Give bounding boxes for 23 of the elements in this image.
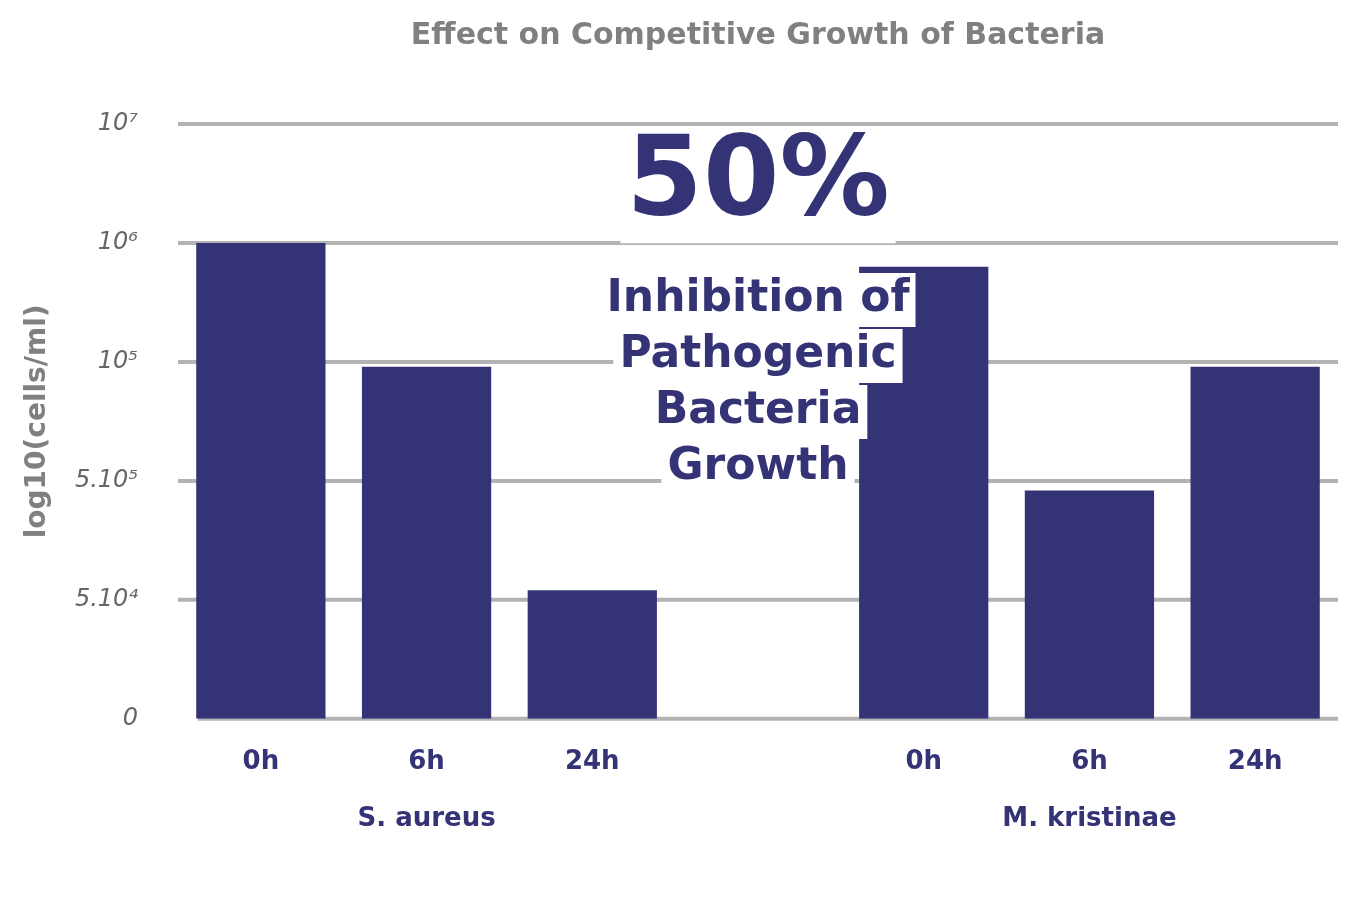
bar bbox=[196, 242, 326, 719]
bar bbox=[1190, 366, 1320, 719]
text: 5.10⁵ bbox=[74, 465, 138, 494]
text: 5.10⁴ bbox=[74, 584, 139, 613]
x-tick-label: 0h bbox=[905, 745, 943, 776]
text: 10⁵ bbox=[97, 346, 138, 375]
x-tick-label: 24h bbox=[564, 745, 620, 776]
bar bbox=[361, 366, 492, 719]
text: S. aureus bbox=[357, 801, 496, 832]
annotation: Inhibition of Pathogenic Bacteria Growth bbox=[606, 270, 911, 490]
x-tick-label: 6h bbox=[408, 745, 445, 776]
y-axis-title: log10(cells/ml) bbox=[19, 304, 53, 539]
text: 50% bbox=[626, 112, 890, 241]
x-tick-label: 6h bbox=[1071, 745, 1108, 776]
bar bbox=[1024, 490, 1155, 719]
text: 0 bbox=[122, 703, 138, 732]
text: 10⁷ bbox=[97, 108, 139, 137]
bar bbox=[527, 590, 657, 719]
x-tick-label: 0h bbox=[242, 745, 280, 776]
chart-title: Effect on Competitive Growth of Bacteria bbox=[410, 15, 1106, 51]
x-tick-label: 24h bbox=[1227, 745, 1283, 776]
text: 10⁶ bbox=[97, 227, 139, 256]
text: M. kristinae bbox=[1002, 801, 1177, 832]
